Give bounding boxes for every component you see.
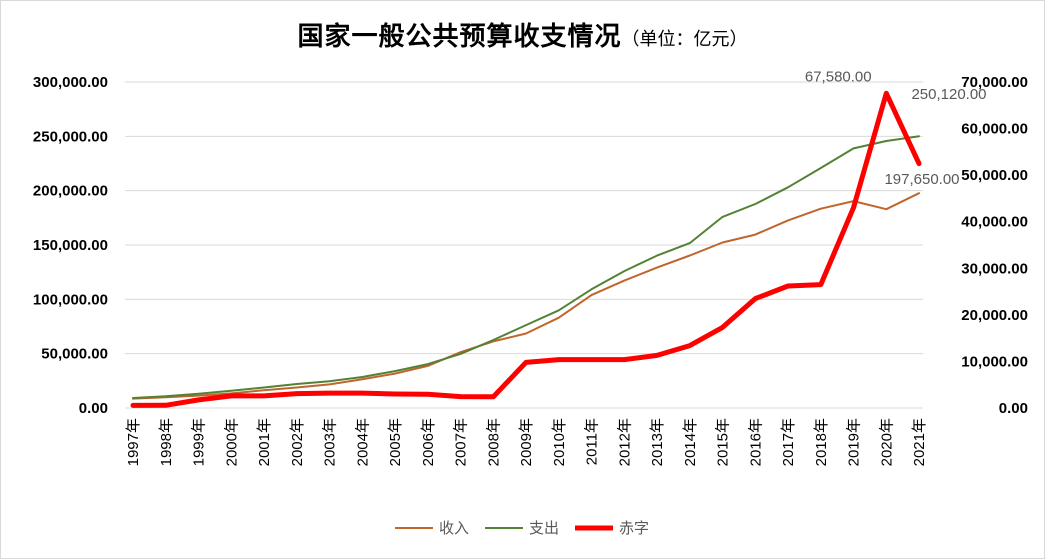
gridlines xyxy=(125,81,923,409)
right-axis: 0.00 10,000.00 20,000.00 30,000.00 40,000.00… xyxy=(961,74,1028,417)
left-tick-label: 300,000.00 xyxy=(33,74,108,91)
x-tick-label: 2007年 xyxy=(453,418,470,466)
data-label: 250,120.00 xyxy=(911,86,986,103)
series-line-支出 xyxy=(132,135,920,399)
x-tick-label: 2016年 xyxy=(747,418,764,466)
chart-title-text: 国家一般公共预算收支情况 xyxy=(297,22,622,52)
x-tick-label: 2014年 xyxy=(682,418,699,466)
right-tick-label: 70,000.00 xyxy=(961,74,1028,91)
x-tick-label: 1997年 xyxy=(125,418,142,466)
series-lines xyxy=(130,90,922,408)
right-tick-label: 10,000.00 xyxy=(961,353,1028,370)
right-tick-label: 60,000.00 xyxy=(961,121,1028,138)
x-tick-label: 2009年 xyxy=(518,418,535,466)
legend-label-收入: 收入 xyxy=(439,520,469,537)
right-tick-label: 30,000.00 xyxy=(961,260,1028,277)
right-tick-label: 20,000.00 xyxy=(961,307,1028,324)
x-tick-label: 2021年 xyxy=(911,418,928,466)
right-tick-label: 50,000.00 xyxy=(961,167,1028,184)
x-tick-label: 2011年 xyxy=(584,418,601,465)
legend: 收入 支出 赤字 xyxy=(395,520,649,537)
x-tick-label: 2017年 xyxy=(780,418,797,466)
left-tick-label: 250,000.00 xyxy=(33,128,108,145)
x-tick-label: 2018年 xyxy=(813,418,830,466)
series-line-赤字 xyxy=(130,90,922,408)
data-label: 67,580.00 xyxy=(805,68,872,85)
x-tick-label: 2004年 xyxy=(354,418,371,466)
chart-title: 国家一般公共预算收支情况（单位：亿元） xyxy=(0,16,1045,53)
x-tick-label: 2001年 xyxy=(256,418,273,466)
legend-label-赤字: 赤字 xyxy=(619,520,649,537)
x-tick-label: 1998年 xyxy=(158,418,175,466)
left-tick-label: 100,000.00 xyxy=(33,291,108,308)
x-tick-label: 2002年 xyxy=(289,418,306,466)
x-tick-label: 2010年 xyxy=(551,418,568,466)
left-tick-label: 0.00 xyxy=(79,400,108,417)
x-tick-label: 2006年 xyxy=(420,418,437,466)
left-tick-label: 50,000.00 xyxy=(41,346,108,363)
data-label: 197,650.00 xyxy=(884,171,959,188)
data-labels: 67,580.00 250,120.00 197,650.00 xyxy=(805,68,987,188)
x-tick-label: 2003年 xyxy=(322,418,339,466)
left-axis: 0.00 50,000.00 100,000.00 150,000.00 200,000… xyxy=(33,74,108,417)
legend-label-支出: 支出 xyxy=(529,520,559,537)
right-tick-label: 0.00 xyxy=(999,400,1028,417)
chart-subtitle: （单位：亿元） xyxy=(621,29,748,50)
x-tick-label: 2000年 xyxy=(223,418,240,466)
series-line-收入 xyxy=(132,192,920,400)
x-tick-label: 2008年 xyxy=(485,418,502,466)
x-tick-label: 1999年 xyxy=(191,418,208,466)
x-tick-label: 2013年 xyxy=(649,418,666,466)
x-tick-label: 2019年 xyxy=(846,418,863,466)
left-tick-label: 200,000.00 xyxy=(33,183,108,200)
x-tick-label: 2005年 xyxy=(387,418,404,466)
x-axis: 1997年 1998年 1999年 2000年 2001年 2002年 2003年 2004年… xyxy=(125,418,928,466)
right-tick-label: 40,000.00 xyxy=(961,214,1028,231)
x-tick-label: 2012年 xyxy=(616,418,633,466)
left-tick-label: 150,000.00 xyxy=(33,237,108,254)
x-tick-label: 2015年 xyxy=(715,418,732,466)
x-tick-label: 2020年 xyxy=(878,418,895,466)
